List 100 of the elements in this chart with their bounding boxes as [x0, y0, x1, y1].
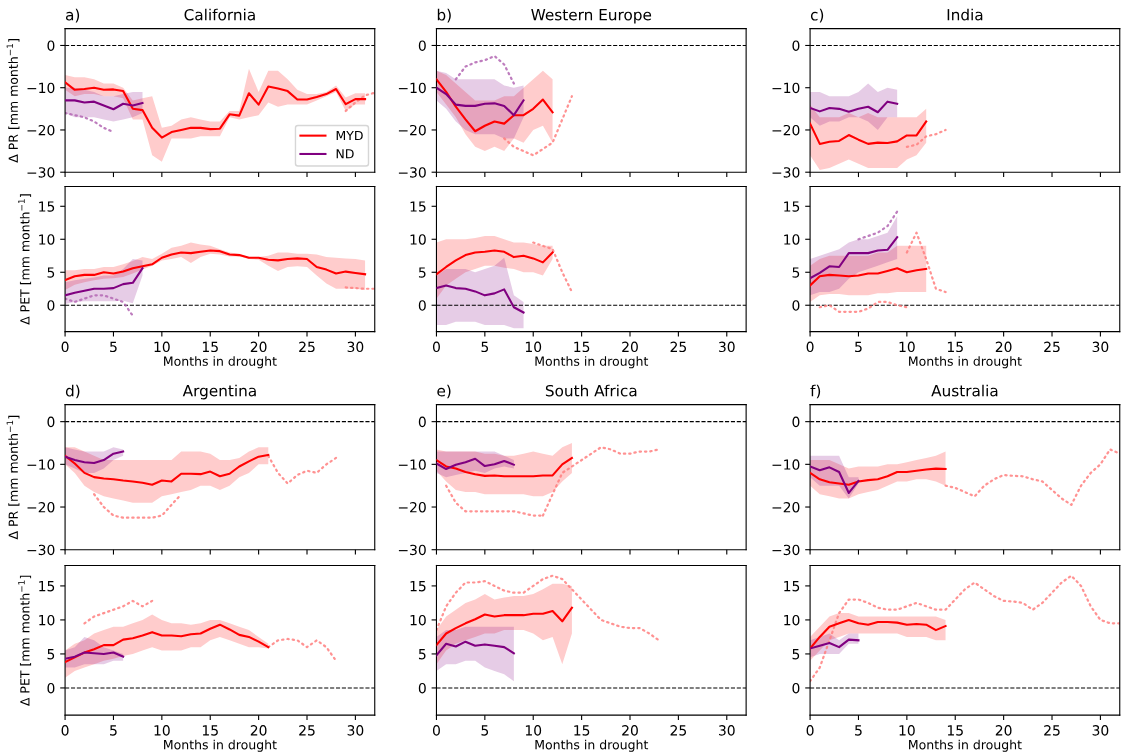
- y-tick-label: 10: [784, 614, 800, 626]
- x-tick-label: 25: [670, 725, 687, 736]
- legend-label: ND: [336, 149, 354, 159]
- y-tick-label: 0: [47, 40, 55, 51]
- x-tick-label: 30: [347, 341, 364, 353]
- y-tick-label: −30: [772, 167, 800, 178]
- y-tick-label: −10: [398, 82, 426, 94]
- y-tick-label: 0: [792, 40, 800, 51]
- x-axis-title: Months in drought: [535, 356, 649, 369]
- x-tick-label: 30: [719, 341, 735, 353]
- y-axis-title: Δ PR [mm month$^{−1}$]: [6, 39, 20, 163]
- y-tick-label: 5: [418, 649, 426, 660]
- y-tick-label: 15: [784, 581, 800, 592]
- y-tick-label: 0: [47, 300, 55, 311]
- x-tick-label: 5: [110, 341, 117, 353]
- x-tick-label: 0: [806, 725, 814, 736]
- x-tick-label: 30: [719, 725, 735, 736]
- y-tick-label: 10: [39, 614, 55, 626]
- x-tick-label: 10: [154, 341, 170, 353]
- x-tick-label: 10: [899, 341, 915, 353]
- y-tick-label: 5: [792, 649, 800, 660]
- x-tick-label: 5: [481, 341, 489, 353]
- x-tick-label: 25: [299, 341, 315, 353]
- y-tick-label: −20: [398, 501, 426, 513]
- y-tick-label: 0: [418, 416, 426, 428]
- y-tick-label: −20: [398, 124, 426, 136]
- text: e): [437, 384, 451, 399]
- y-tick-label: −30: [27, 167, 55, 178]
- x-tick-label: 0: [61, 725, 69, 736]
- y-axis-title: Δ PET [mm month$^{−1}$]: [18, 575, 32, 707]
- y-tick-label: 15: [410, 581, 426, 592]
- x-tick-label: 20: [250, 341, 267, 353]
- chart-title: Western Europe: [531, 9, 652, 24]
- x-tick-label: 5: [855, 725, 862, 736]
- x-axis-title: Months in drought: [909, 739, 1022, 752]
- y-tick-label: −30: [772, 544, 800, 556]
- x-axis-title: Months in drought: [535, 739, 649, 752]
- x-tick-label: 30: [347, 725, 364, 736]
- x-axis-title: Months in drought: [164, 739, 277, 752]
- y-axis-title: Δ PR [mm month$^{−1}$]: [6, 415, 20, 540]
- x-tick-label: 30: [1092, 725, 1109, 736]
- chart-title: Argentina: [182, 384, 256, 400]
- chart-title: India: [947, 8, 983, 21]
- y-tick-label: 5: [47, 649, 55, 660]
- x-tick-label: 5: [855, 341, 862, 353]
- x-tick-label: 15: [574, 725, 590, 736]
- x-tick-label: 15: [574, 341, 590, 353]
- chart-title: California: [184, 8, 255, 21]
- chart-title: South Africa: [545, 384, 637, 397]
- x-tick-label: 25: [1044, 341, 1060, 353]
- y-tick-label: 15: [39, 201, 55, 212]
- y-tick-label: 5: [792, 267, 800, 278]
- y-tick-label: −10: [772, 459, 800, 470]
- x-axis-title: Months in drought: [164, 356, 277, 369]
- y-tick-label: 0: [792, 300, 800, 311]
- y-tick-label: 10: [784, 234, 800, 245]
- y-tick-label: −30: [27, 544, 55, 556]
- y-tick-label: 0: [47, 416, 55, 428]
- x-tick-label: 25: [299, 725, 315, 736]
- x-tick-label: 30: [1092, 341, 1109, 353]
- x-tick-label: 0: [61, 341, 69, 353]
- y-tick-label: −20: [772, 501, 800, 513]
- y-tick-label: 15: [410, 201, 426, 212]
- y-tick-label: −20: [27, 501, 55, 513]
- x-tick-label: 15: [202, 341, 218, 353]
- y-tick-label: 10: [410, 614, 426, 626]
- y-tick-label: 5: [418, 267, 426, 278]
- y-tick-label: 15: [39, 581, 55, 592]
- x-tick-label: 20: [622, 725, 638, 736]
- y-axis-title: Δ PET [mm month$^{−1}$]: [18, 194, 32, 325]
- x-tick-label: 15: [947, 341, 963, 353]
- x-tick-label: 10: [154, 725, 170, 736]
- y-tick-label: −10: [27, 459, 55, 470]
- x-tick-label: 5: [110, 725, 117, 736]
- y-tick-label: −10: [772, 82, 800, 94]
- y-tick-label: 15: [784, 201, 800, 212]
- text: a): [65, 8, 80, 23]
- y-tick-label: −20: [27, 124, 55, 136]
- y-tick-label: −30: [398, 544, 426, 556]
- x-axis-title: Months in drought: [909, 356, 1022, 369]
- x-tick-label: 10: [525, 341, 542, 353]
- x-tick-label: 15: [202, 725, 218, 736]
- y-tick-label: 10: [39, 234, 55, 245]
- text: b): [437, 8, 451, 23]
- legend-label: MYD: [336, 130, 363, 141]
- y-tick-label: −30: [398, 167, 426, 178]
- x-tick-label: 10: [899, 725, 915, 736]
- x-tick-label: 25: [1044, 725, 1060, 736]
- y-tick-label: −20: [772, 124, 800, 136]
- text: d): [65, 384, 80, 399]
- x-tick-label: 0: [432, 725, 440, 736]
- y-tick-label: 0: [792, 416, 800, 428]
- y-tick-label: 0: [792, 682, 800, 694]
- x-tick-label: 10: [525, 725, 542, 736]
- y-tick-label: 0: [47, 682, 55, 694]
- y-tick-label: 0: [418, 682, 426, 694]
- x-tick-label: 0: [806, 341, 814, 353]
- x-tick-label: 20: [995, 341, 1012, 353]
- x-tick-label: 20: [622, 341, 638, 353]
- x-tick-label: 20: [250, 725, 267, 736]
